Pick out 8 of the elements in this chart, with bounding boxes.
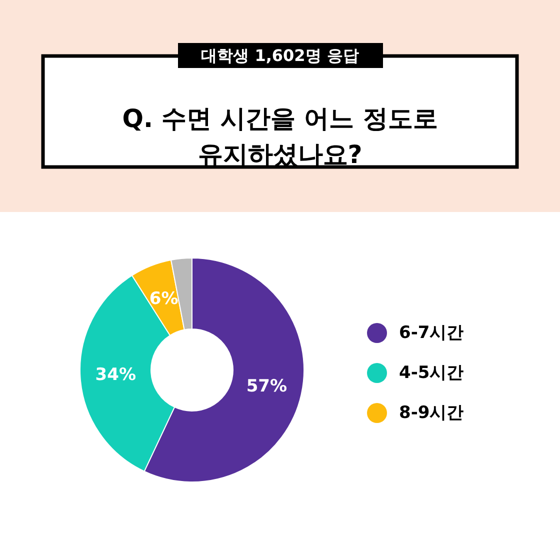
chart-title: Q. 수면 시간을 어느 정도로 유지하셨나요? bbox=[122, 104, 438, 169]
legend-label: 8-9시간 bbox=[399, 403, 464, 423]
chart-subtitle: 대학생 1,602명 응답 bbox=[201, 46, 359, 65]
data-label: 57% bbox=[246, 376, 288, 397]
legend-label: 6-7시간 bbox=[399, 323, 464, 343]
legend-label: 4-5시간 bbox=[399, 363, 464, 383]
data-label: 34% bbox=[95, 364, 136, 385]
data-label: 6% bbox=[149, 288, 178, 309]
